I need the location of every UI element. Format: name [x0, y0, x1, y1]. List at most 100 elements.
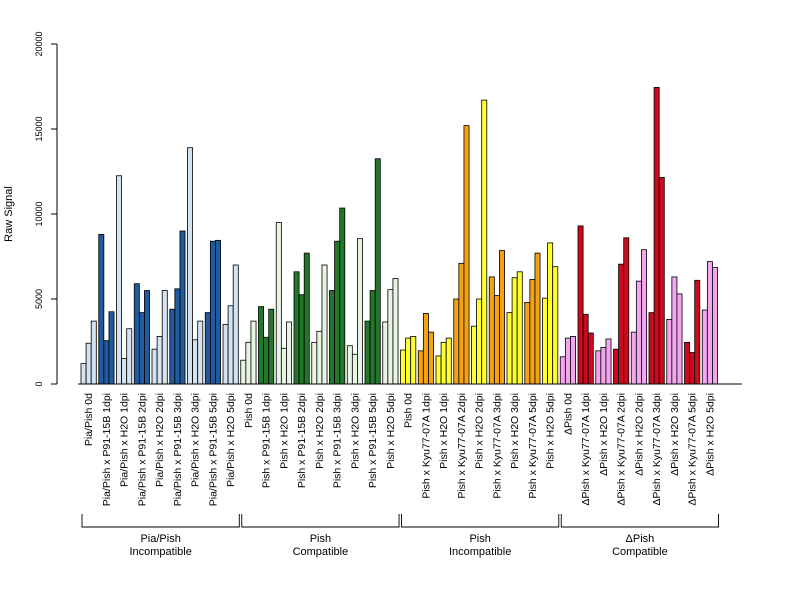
- bar: [369, 290, 376, 385]
- bar: [635, 280, 642, 385]
- group-sublabel: Incompatible: [129, 546, 191, 558]
- bar: [689, 352, 696, 385]
- bar: [648, 312, 655, 385]
- bar: [346, 345, 353, 385]
- x-tick-label: Pish x H2O 2dpi: [474, 393, 486, 469]
- group-label: ΔPish: [626, 533, 655, 545]
- bar: [209, 240, 216, 385]
- bar: [552, 266, 559, 385]
- bar: [351, 353, 358, 385]
- bar: [204, 312, 211, 385]
- bar: [595, 350, 602, 385]
- x-tick-label: Pish x H2O 3dpi: [509, 393, 521, 469]
- bar: [542, 297, 548, 385]
- bar: [222, 324, 229, 385]
- bar: [453, 298, 460, 385]
- bars-layer: [80, 86, 718, 385]
- bar: [80, 363, 87, 385]
- x-tick-label: Pia/Pish x H2O 5dpi: [225, 393, 237, 487]
- group-bracket: [241, 514, 400, 528]
- bar: [587, 332, 594, 385]
- bar: [524, 301, 531, 385]
- bar: [570, 335, 576, 385]
- bar: [263, 336, 270, 385]
- bar: [476, 298, 483, 385]
- bar: [671, 276, 678, 385]
- x-tick-label: ΔPish x Kyu77-07A 5dpi: [687, 393, 699, 506]
- x-tick-label: Pia/Pish x H2O 3dpi: [190, 393, 202, 487]
- bar: [357, 238, 363, 385]
- bar: [334, 240, 341, 385]
- bar: [98, 233, 105, 385]
- x-tick-label: Pish x H2O 5dpi: [385, 393, 397, 469]
- bar: [534, 252, 541, 385]
- bar: [630, 331, 637, 385]
- bar: [339, 207, 346, 385]
- bar: [417, 350, 424, 385]
- bar: [90, 320, 97, 385]
- bar: [706, 261, 713, 385]
- bar: [240, 359, 247, 385]
- bar: [108, 311, 115, 385]
- x-tick-label: Pish x H2O 1dpi: [438, 393, 450, 469]
- x-tick-label: Pia/Pish 0d: [83, 393, 95, 446]
- group-brackets: Pia/PishIncompatiblePishCompatiblePishIn…: [81, 514, 719, 558]
- bar: [488, 276, 495, 385]
- bar: [321, 264, 328, 385]
- bar: [405, 337, 412, 385]
- group-sublabel: Compatible: [293, 546, 349, 558]
- x-tick-label: Pish x Kyu77-07A 3dpi: [491, 393, 503, 499]
- x-tick-label: Pish x P91-15B 1dpi: [261, 393, 273, 488]
- bar: [547, 242, 554, 385]
- bar: [463, 125, 470, 385]
- y-tick-label: 0: [34, 381, 44, 386]
- group-bracket: [81, 514, 240, 528]
- bar: [197, 320, 204, 385]
- bar: [275, 222, 282, 385]
- bar: [400, 349, 406, 385]
- bar: [435, 355, 442, 385]
- y-tick-label: 15000: [34, 116, 44, 141]
- bar: [458, 262, 465, 385]
- bar: [641, 249, 647, 385]
- bar: [493, 295, 500, 385]
- group-sublabel: Compatible: [612, 546, 668, 558]
- bar: [440, 341, 447, 385]
- bar: [364, 320, 371, 385]
- bar: [151, 348, 158, 385]
- group-label: Pish: [469, 533, 490, 545]
- bar: [245, 341, 252, 385]
- x-tick-label: ΔPish 0d: [562, 393, 574, 435]
- bar: [187, 147, 193, 385]
- bar: [156, 335, 163, 385]
- bar: [268, 308, 275, 385]
- x-tick-label: Pish x H2O 3dpi: [349, 393, 361, 469]
- bar: [410, 335, 417, 385]
- x-tick-label: Pia/Pish x H2O 1dpi: [119, 393, 131, 487]
- bar: [653, 86, 660, 385]
- bar: [481, 99, 488, 385]
- group-label: Pish: [310, 533, 331, 545]
- bar: [666, 318, 673, 385]
- bar: [138, 312, 145, 385]
- x-tick-label: ΔPish x Kyu77-07A 2dpi: [616, 393, 628, 506]
- bar: [623, 237, 630, 385]
- bar: [516, 271, 523, 385]
- bar: [374, 158, 381, 385]
- x-tick-label: Pish x P91-15B 2dpi: [296, 393, 308, 488]
- x-tick-label: Pish x Kyu77-07A 2dpi: [456, 393, 468, 499]
- bar: [618, 263, 625, 385]
- bar: [250, 320, 257, 385]
- bar: [684, 341, 690, 385]
- x-tick-label: Pish x Kyu77-07A 1dpi: [420, 393, 432, 499]
- bar: [605, 338, 612, 385]
- x-tick-label: Pish x Kyu77-07A 5dpi: [527, 393, 539, 499]
- group-label: Pia/Pish: [140, 533, 180, 545]
- bar: [258, 306, 264, 385]
- x-tick-label: Pish x H2O 5dpi: [545, 393, 557, 469]
- bar: [511, 277, 518, 385]
- bar: [658, 177, 665, 385]
- bar: [116, 175, 122, 385]
